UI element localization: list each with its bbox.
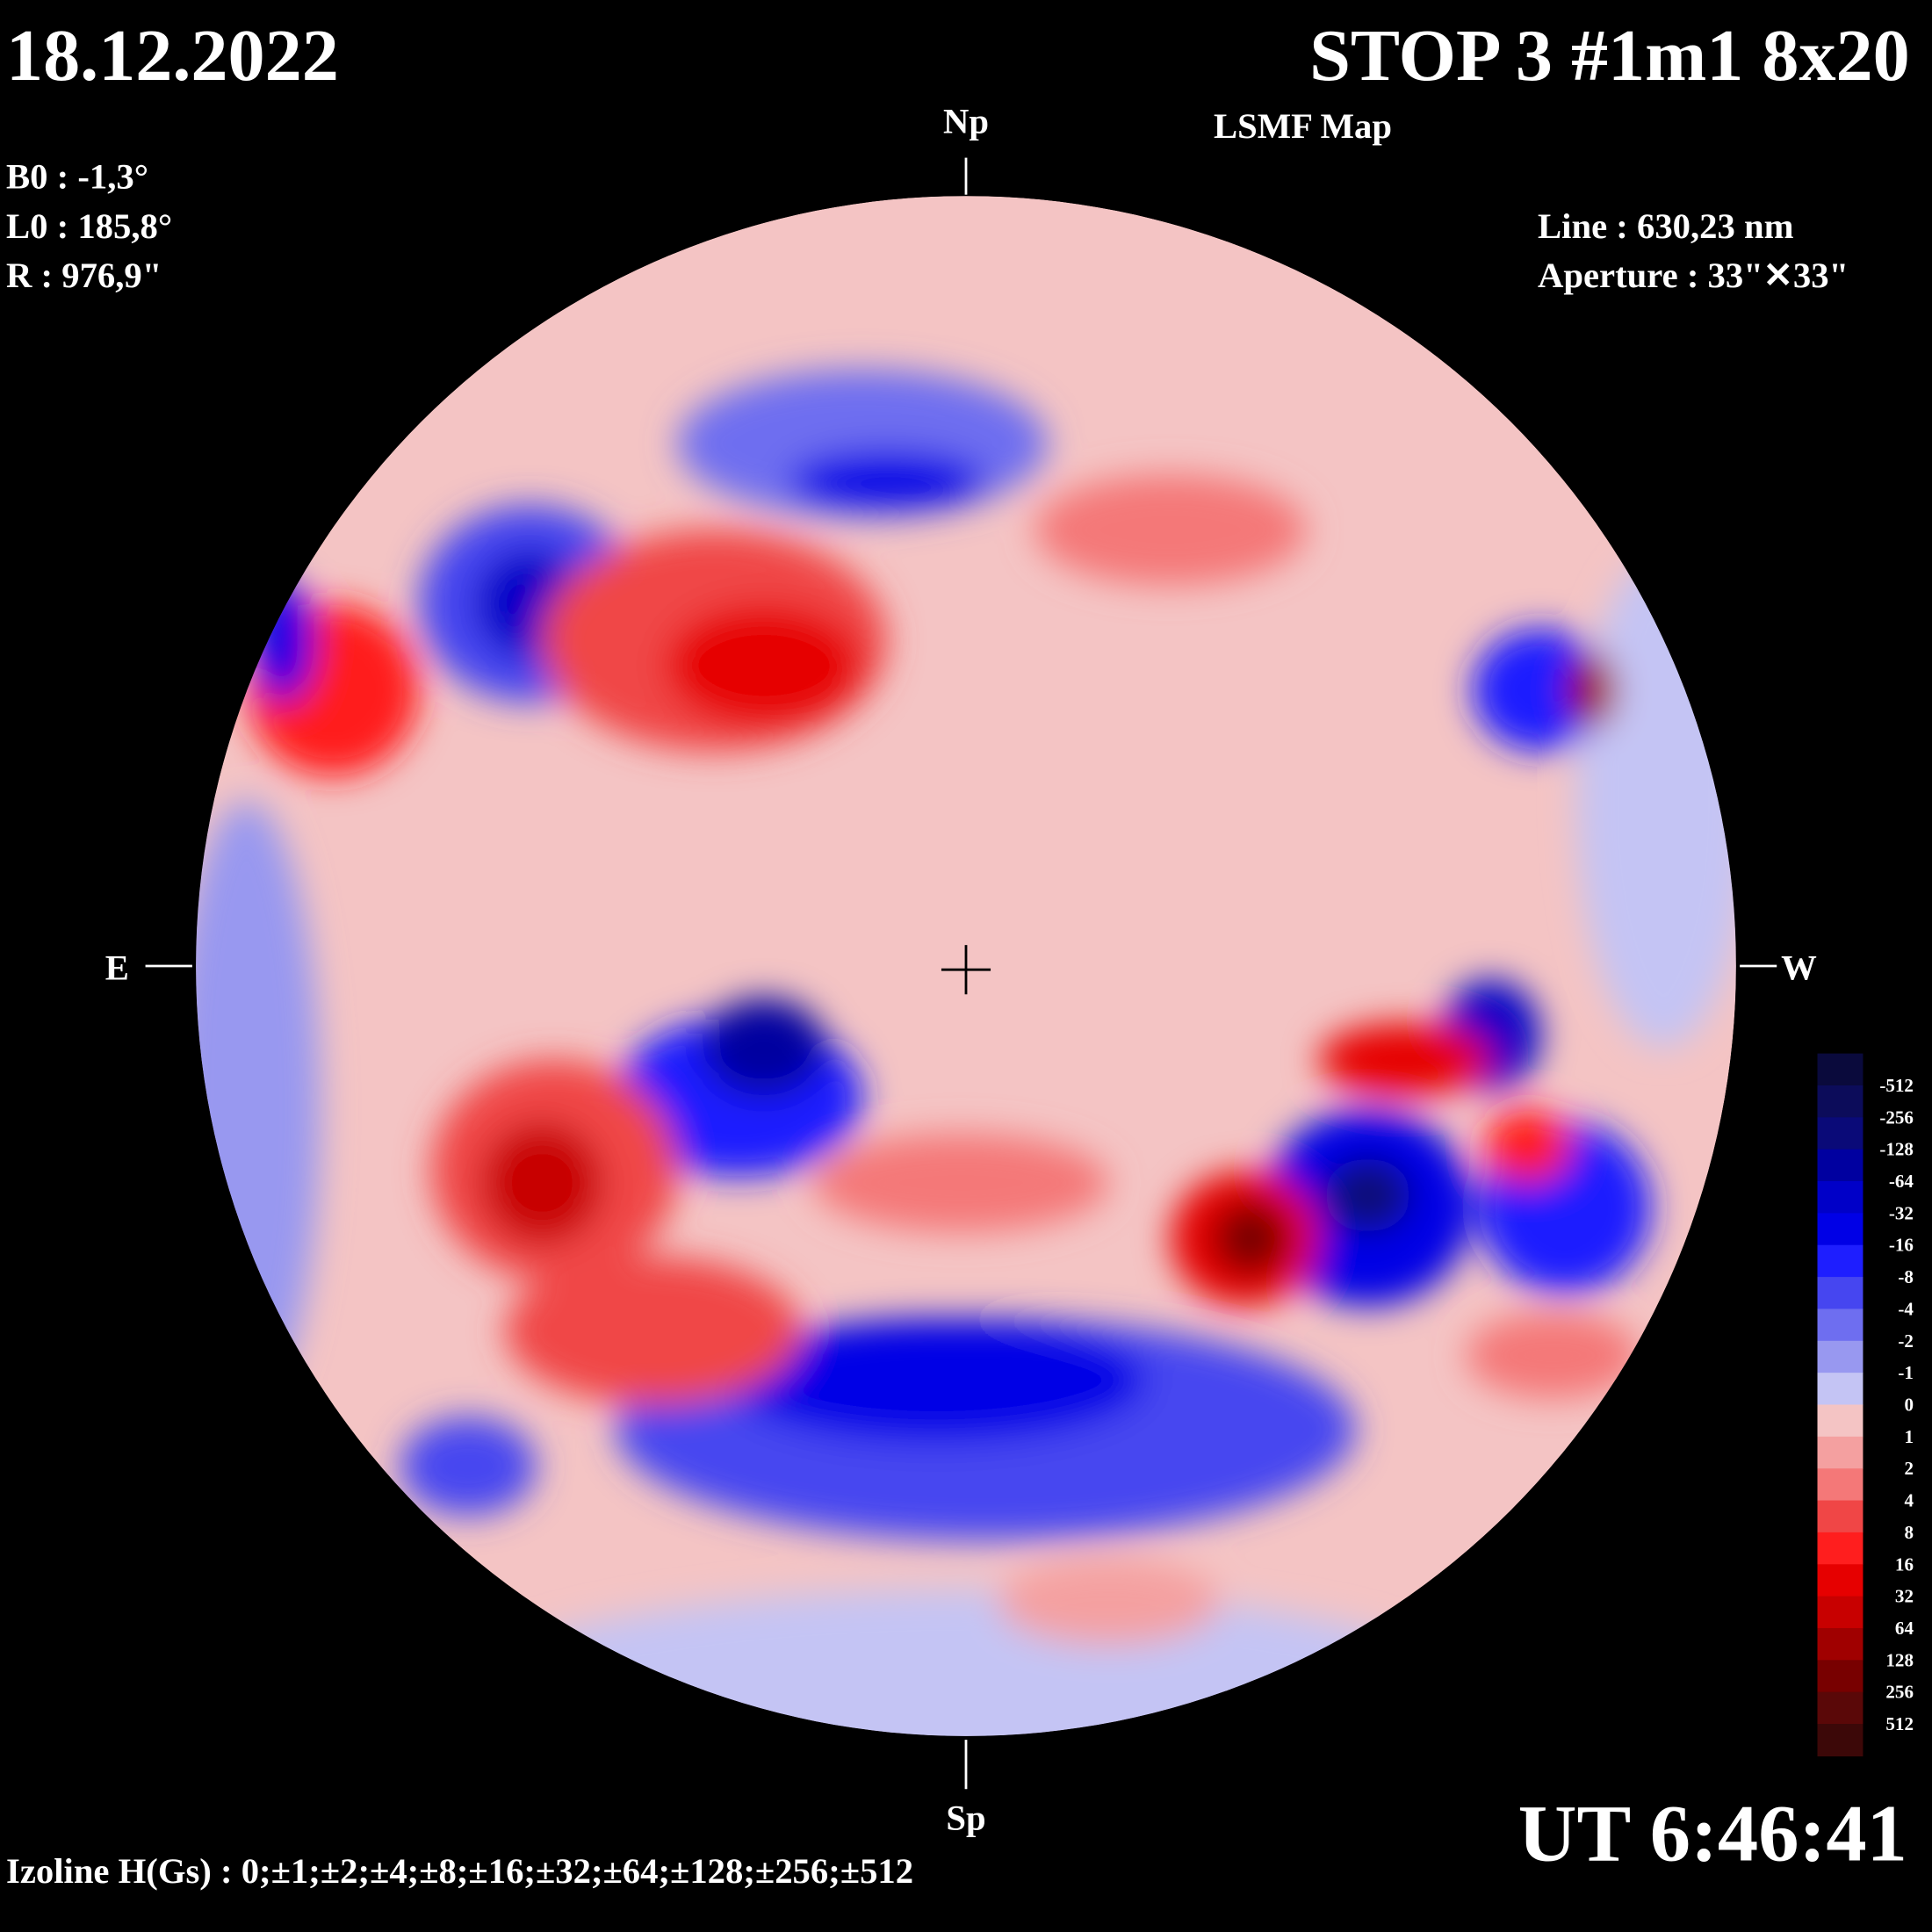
colorbar-label: -2 [1898, 1330, 1914, 1352]
colorbar-band [1817, 1436, 1864, 1469]
colorbar-band [1817, 1564, 1864, 1597]
title: STOP 3 #1m1 8x20 [1309, 15, 1910, 97]
colorbar-band [1817, 1340, 1864, 1373]
colorbar-band [1817, 1596, 1864, 1629]
colorbar-label: 1 [1904, 1426, 1914, 1447]
colorbar-band [1817, 1532, 1864, 1565]
l0: L0 : 185,8° [6, 206, 172, 246]
time: UT 6:46:41 [1518, 1789, 1907, 1879]
colorbar-label: 0 [1904, 1395, 1914, 1416]
radius: R : 976,9" [6, 256, 162, 295]
colorbar-band [1817, 1404, 1864, 1438]
colorbar-band [1817, 1277, 1864, 1310]
colorbar-band [1817, 1053, 1864, 1086]
line: Line : 630,23 nm [1538, 206, 1794, 246]
colorbar-label: -512 [1879, 1075, 1914, 1096]
colorbar: -512 -256 -128 -64 -32 -16 -8 -4 -2 -1 0 1 2 4 8 16 32 64… [1817, 1053, 1914, 1757]
colorbar-band [1817, 1213, 1864, 1246]
date: 18.12.2022 [6, 15, 339, 97]
colorbar-label: -8 [1898, 1266, 1914, 1287]
colorbar-label: -128 [1879, 1139, 1914, 1160]
colorbar-band [1817, 1373, 1864, 1406]
colorbar-band [1817, 1308, 1864, 1342]
colorbar-band [1817, 1149, 1864, 1182]
east: E [105, 948, 129, 987]
south: Sp [946, 1799, 985, 1838]
colorbar-band [1817, 1181, 1864, 1215]
colorbar-label: 64 [1895, 1618, 1914, 1639]
colorbar-band [1817, 1500, 1864, 1533]
colorbar-label: 4 [1904, 1490, 1914, 1511]
colorbar-label: 16 [1895, 1554, 1914, 1575]
colorbar-label: 128 [1885, 1649, 1914, 1670]
colorbar-band [1817, 1627, 1864, 1662]
colorbar-band [1817, 1085, 1864, 1119]
colorbar-label: 8 [1904, 1522, 1914, 1543]
aperture: Aperture : 33"✕33" [1538, 256, 1849, 295]
colorbar-band [1817, 1724, 1864, 1757]
north: Np [943, 102, 989, 141]
orientation-marks [145, 157, 1777, 1790]
colorbar-label: -4 [1898, 1298, 1914, 1319]
colorbar-label: 512 [1885, 1713, 1914, 1734]
colorbar-label: -1 [1898, 1362, 1914, 1383]
colorbar-band [1817, 1468, 1864, 1502]
colorbar-label: 2 [1904, 1458, 1914, 1479]
west: W [1781, 948, 1817, 987]
b0: B0 : -1,3° [6, 157, 148, 197]
subtitle: LSMF Map [1214, 106, 1392, 146]
colorbar-label: -32 [1889, 1202, 1914, 1223]
colorbar-label: -256 [1879, 1107, 1914, 1128]
footer: Izoline H(Gs) : 0;±1;±2;±4;±8;±16;±32;±6… [6, 1851, 913, 1891]
colorbar-band [1817, 1660, 1864, 1693]
colorbar-label: 32 [1895, 1586, 1914, 1607]
colorbar-label: -64 [1889, 1171, 1914, 1192]
colorbar-label: 256 [1885, 1682, 1914, 1703]
colorbar-band [1817, 1244, 1864, 1278]
colorbar-label: -16 [1889, 1235, 1914, 1256]
colorbar-band [1817, 1117, 1864, 1150]
colorbar-band [1817, 1691, 1864, 1725]
